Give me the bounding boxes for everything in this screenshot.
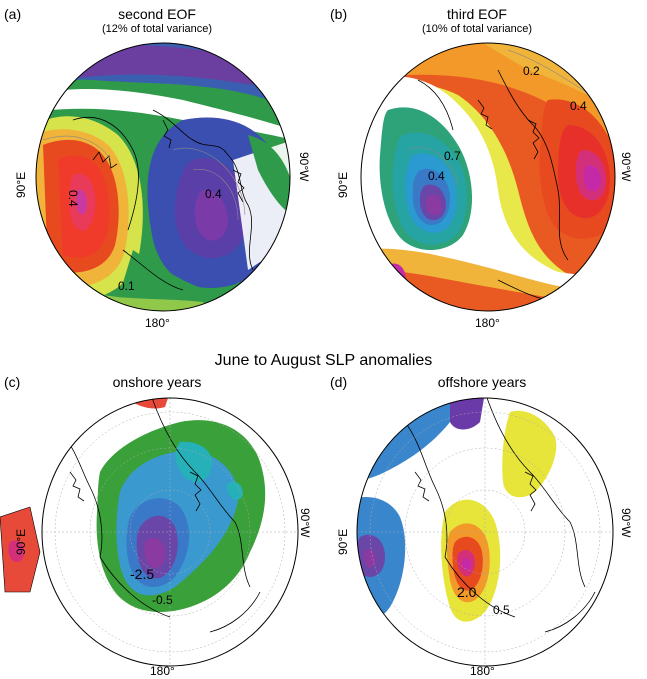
panel-b-title: third EOF — [447, 6, 507, 22]
panel-a-title: second EOF — [118, 6, 196, 22]
panel-d-letter: (d) — [330, 374, 348, 390]
panel-b-label-90e: 90°E — [336, 171, 350, 198]
panel-d-label-180: 180° — [470, 664, 495, 678]
figure-heading: June to August SLP anomalies — [214, 352, 433, 369]
panel-b-contour-label-4: 0.4 — [428, 169, 445, 183]
panel-b-label-90w: 90°W — [619, 152, 633, 182]
panel-a-contour-label-1: 0.4 — [66, 190, 80, 207]
panel-d-title: offshore years — [437, 374, 527, 390]
panel-c-contour-label-1: -2.5 — [130, 566, 154, 582]
panel-a-label-90e: 90°E — [14, 171, 28, 198]
panel-b-contour-label-3: 0.7 — [444, 149, 461, 163]
panel-c-label-90w: 90°W — [298, 508, 312, 538]
panel-b-map: 0.2 0.4 0.7 0.4 — [360, 42, 616, 312]
panel-b-subtitle: (10% of total variance) — [421, 23, 533, 35]
panel-a-map: 0.4 0.4 0.1 — [35, 42, 291, 312]
panel-d-label-90w: 90°W — [619, 508, 633, 538]
panel-d-label-90e: 90°E — [336, 528, 350, 555]
panel-a-label-180: 180° — [145, 316, 170, 330]
panel-d-map: 2.0 0.5 — [356, 397, 614, 667]
panel-c-letter: (c) — [4, 374, 21, 390]
panel-d-contour-label-1: 2.0 — [457, 584, 477, 600]
panel-c-title: onshore years — [112, 374, 202, 390]
panel-c-label-90e: 90°E — [14, 528, 28, 555]
panel-a-contour-label-2: 0.4 — [205, 187, 222, 201]
panel-c-contour-label-2: -0.5 — [152, 593, 173, 607]
panel-b-contour-label-1: 0.2 — [523, 64, 540, 78]
panel-b-letter: (b) — [330, 6, 348, 22]
panel-a-contour-label-3: 0.1 — [118, 279, 135, 293]
panel-c-map: -2.5 -0.5 — [0, 397, 299, 667]
panel-a-label-90w: 90°W — [297, 152, 311, 182]
panel-d-contour-label-2: 0.5 — [493, 603, 510, 617]
panel-c-label-180: 180° — [150, 664, 175, 678]
panel-a-subtitle: (12% of total variance) — [101, 23, 213, 35]
panel-b-label-180: 180° — [475, 316, 500, 330]
panel-b-contour-label-2: 0.4 — [570, 99, 587, 113]
panel-a-letter: (a) — [4, 6, 22, 22]
